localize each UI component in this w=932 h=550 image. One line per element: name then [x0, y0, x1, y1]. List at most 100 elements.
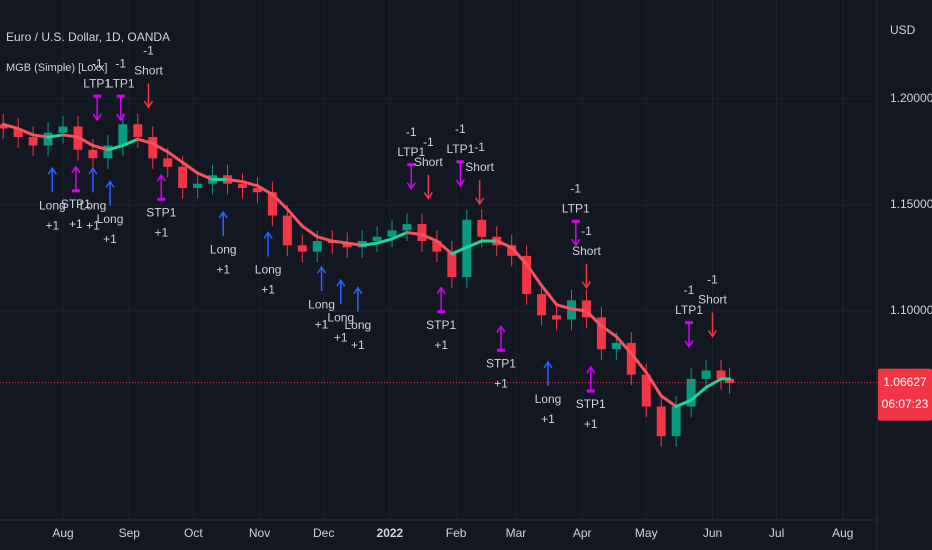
candle-body [118, 124, 128, 146]
ma-line [614, 334, 633, 355]
signal-marker [571, 219, 580, 223]
candle-body [432, 241, 442, 252]
ma-line [121, 137, 140, 148]
ma-line [76, 135, 95, 148]
signal-label: LTP1 [562, 201, 590, 215]
last-price-label: 1.06627 [883, 375, 927, 389]
y-tick-label: 1.20000 [890, 91, 932, 105]
signal-label: Long [327, 310, 354, 324]
signal-label: -1 [143, 44, 154, 58]
signal-label: +1 [45, 218, 59, 232]
signal-label: Long [535, 392, 562, 406]
x-tick-label: Feb [446, 526, 467, 540]
signal-marker [93, 94, 102, 98]
signal-arrow [475, 179, 485, 206]
ma-line [689, 385, 708, 402]
ma-line [375, 237, 394, 245]
signal-label: +1 [315, 317, 329, 331]
signal-arrow [88, 166, 98, 193]
ma-line [495, 239, 514, 249]
candle-body [58, 126, 68, 133]
signal-marker [407, 163, 416, 167]
signal-label: Long [344, 318, 371, 332]
candle-body [656, 406, 666, 437]
ma-line [136, 137, 155, 145]
ma-line [270, 192, 289, 211]
signal-label: LTP1 [675, 303, 703, 317]
ma-line [1, 122, 20, 131]
signal-arrow [143, 83, 154, 109]
signal-label: -1 [474, 140, 485, 154]
candle-body [13, 128, 23, 138]
signal-label: Short [465, 160, 494, 174]
signal-label: +1 [494, 376, 508, 390]
signal-arrow [586, 365, 596, 392]
signal-arrow [105, 180, 115, 206]
ma-line [151, 141, 170, 154]
x-tick-label: Aug [832, 526, 853, 540]
ma-line [300, 224, 319, 239]
candle-body [611, 342, 621, 350]
candle-body [88, 149, 98, 159]
signal-marker [71, 189, 80, 193]
signal-arrow [684, 322, 694, 349]
ma-line [569, 307, 588, 313]
candle-body [701, 370, 711, 379]
signal-label: +1 [216, 262, 230, 276]
candle-body [0, 124, 8, 129]
ma-line [61, 133, 80, 139]
ma-line [196, 171, 215, 181]
signal-label: -1 [707, 273, 718, 287]
last-price-box [878, 368, 932, 421]
signal-arrow [423, 174, 433, 200]
signal-label: Long [308, 297, 335, 311]
signal-label: +1 [334, 330, 348, 344]
candle-body [342, 243, 352, 248]
ma-line [450, 245, 469, 256]
ma-line [91, 144, 110, 152]
signal-label: LTP1 [83, 76, 111, 90]
signal-arrow [455, 161, 466, 188]
candle-body [477, 219, 487, 237]
grid [0, 0, 877, 520]
x-tick-label: May [635, 526, 658, 540]
ma-line [360, 241, 379, 247]
candle-body [312, 241, 322, 252]
ma-line [46, 133, 65, 139]
signal-label: -1 [570, 181, 581, 195]
signal-arrow [353, 286, 363, 312]
signal-marker [116, 94, 125, 98]
candle-body [522, 255, 532, 295]
candle-body [447, 251, 457, 278]
signal-arrow [543, 360, 553, 386]
ma-line [584, 309, 603, 328]
y-tick-label: 1.15000 [890, 197, 932, 211]
signal-marker [586, 389, 595, 393]
signal-arrow [707, 312, 718, 338]
candle-body [686, 378, 696, 407]
signal-label: +1 [103, 232, 117, 246]
signal-label: LTP1 [446, 142, 474, 156]
x-tick-label: Jul [769, 526, 784, 540]
x-tick-label: Nov [249, 526, 270, 540]
signal-label: STP1 [426, 318, 456, 332]
x-tick-label: Sep [119, 526, 141, 540]
candle-body [387, 230, 397, 237]
signal-label: +1 [86, 218, 100, 232]
signal-label: -1 [581, 224, 592, 238]
signal-label: LTP1 [397, 145, 425, 159]
ma-line [315, 235, 334, 243]
signal-label: +1 [351, 338, 365, 352]
ma-line [106, 144, 125, 152]
plot [0, 83, 877, 447]
candle-body [163, 158, 173, 167]
candle-body [237, 183, 247, 188]
ma-line [659, 394, 678, 408]
signal-arrow [156, 173, 166, 200]
signal-arrow [336, 278, 346, 305]
signal-marker [684, 321, 693, 325]
signal-arrow [116, 96, 126, 122]
candle-body [43, 132, 53, 146]
signal-label: Long [97, 212, 124, 226]
